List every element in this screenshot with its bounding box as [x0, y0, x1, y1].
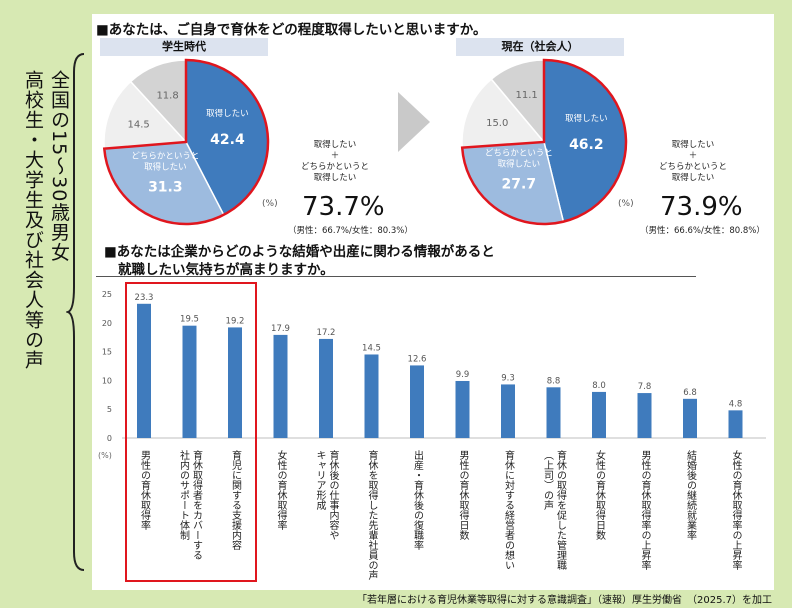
- pie-highlight-outline: [460, 58, 628, 226]
- pie-slice-label: どちらかというと: [485, 148, 553, 158]
- x-category-label: 出産・育休後の復職率: [412, 449, 424, 551]
- pie-slice-value: 42.4: [210, 132, 245, 148]
- y-tick-label: 10: [102, 376, 112, 385]
- pie-slice-label: 取得したい: [565, 113, 608, 124]
- arrow-right-icon: [398, 92, 430, 152]
- bar: [683, 398, 697, 438]
- bar: [364, 354, 379, 438]
- curly-brace: [66, 53, 85, 571]
- highlight-box: [125, 282, 257, 582]
- bar-value-label: 17.2: [317, 328, 336, 338]
- pie-slice-value: 15.0: [486, 118, 508, 129]
- bar-value-label: 8.0: [592, 381, 606, 391]
- bar-value-label: 12.6: [408, 354, 427, 364]
- x-category-label: 男性の育休取得率: [139, 450, 151, 531]
- left-total-percent: 73.7%: [302, 192, 385, 222]
- bar: [228, 327, 242, 438]
- x-category-label: キャリア形成: [314, 450, 326, 511]
- x-category-label: 育休に対する経営者の想い: [503, 449, 515, 570]
- pie-slice-label: 取得したい: [144, 161, 187, 172]
- x-category-label: 育休の取得を促した管理職: [555, 449, 567, 571]
- side-caption: 全国の15～30歳男女 高校生・大学生及び社会人等の声: [10, 70, 82, 590]
- left-gender-breakdown: （男性：66.7%/女性：80.3%）: [288, 226, 413, 236]
- bar-value-label: 9.3: [501, 373, 515, 383]
- pie-slice-value: 46.2: [569, 137, 604, 153]
- pie-slice-value: 27.7: [502, 176, 537, 192]
- pie-slice: [461, 78, 546, 149]
- right-pie-header: 現在（社会人）: [456, 38, 624, 56]
- survey2-title-line2: 就職したい気持ちが高まりますか。: [118, 262, 334, 278]
- side-caption-line2: 高校生・大学生及び社会人等の声: [22, 70, 44, 370]
- x-category-label: 女性の育休取得率: [275, 449, 287, 531]
- pie-highlight-outline: [102, 58, 270, 226]
- side-caption-line1: 全国の15～30歳男女: [48, 70, 70, 263]
- y-tick-label: 15: [102, 348, 112, 357]
- survey1-title: ■あなたは、ご自身で育休をどの程度取得したいと思いますか。: [96, 22, 487, 38]
- x-category-label: （上司）の声: [542, 450, 554, 511]
- x-category-label: 女性の育休取得日数: [594, 449, 606, 541]
- bar-value-label: 14.5: [362, 343, 381, 353]
- pie-slice-label: どちらかというと: [131, 151, 199, 161]
- bar: [182, 325, 197, 438]
- bar-chart: 0 5 10 15 20 25 (%) 23.3 男性の育休取得率 19.5 育休取得者をカバーする…: [98, 290, 766, 581]
- left-pie-header: 学生時代: [100, 38, 268, 56]
- pie-slice-label: 取得したい: [206, 108, 249, 119]
- bar-value-label: 19.2: [226, 316, 245, 326]
- bar-value-label: 8.8: [547, 376, 561, 386]
- bar-value-label: 4.8: [729, 399, 743, 409]
- y-tick-label: 20: [102, 319, 112, 328]
- y-unit-label: (%): [98, 451, 112, 460]
- x-category-label: 社内のサポート体制: [178, 449, 190, 540]
- right-total-percent: 73.9%: [660, 192, 743, 222]
- right-combined-label: 取得したい ＋ どちらかというと 取得したい: [658, 140, 727, 183]
- bar: [319, 338, 333, 438]
- pie-slice-value: 14.5: [128, 119, 150, 130]
- bar-value-label: 17.9: [271, 324, 290, 334]
- bar-value-label: 9.9: [456, 370, 470, 380]
- bar-value-label: 7.8: [638, 382, 652, 392]
- y-tick-label: 5: [107, 405, 112, 414]
- bar-value-label: 6.8: [683, 388, 697, 398]
- y-tick-label: 0: [107, 434, 112, 443]
- left-combined-label: 取得したい ＋ どちらかというと 取得したい: [300, 140, 369, 183]
- bar-value-label: 23.3: [135, 293, 154, 303]
- bar: [273, 334, 288, 438]
- bar: [410, 365, 424, 438]
- pie-slice-label: 取得したい: [498, 158, 541, 169]
- bar: [546, 387, 561, 438]
- x-category-label: 女性の育休取得率の上昇率: [730, 449, 742, 571]
- bar: [137, 303, 151, 438]
- title-underline: [96, 276, 696, 277]
- x-category-label: 育休取得者をカバーする: [191, 449, 203, 560]
- bar: [592, 391, 606, 438]
- source-footer: 「若年層における育児休業等取得に対する意識調査」（速報）厚生労働省 （2025.…: [357, 595, 772, 606]
- x-category-label: 男性の育休取得率の上昇率: [639, 450, 651, 571]
- right-gender-breakdown: （男性：66.6%/女性：80.8%）: [640, 226, 765, 236]
- bar-value-label: 19.5: [180, 315, 199, 325]
- bar: [637, 393, 652, 438]
- bar: [455, 380, 470, 438]
- pie-slice-value: 11.1: [515, 90, 537, 101]
- x-category-label: 男性の育休取得日数: [457, 450, 469, 541]
- left-pct-unit: (%): [262, 199, 278, 209]
- right-pct-unit: (%): [618, 199, 634, 209]
- survey2-title-line1: ■あなたは企業からどのような結婚や出産に関わる情報があると: [104, 244, 495, 260]
- bar: [501, 384, 515, 438]
- x-category-label: 育休後の仕事内容や: [327, 449, 339, 540]
- x-category-label: 結婚後の継続就業率: [685, 449, 697, 541]
- bar: [728, 410, 743, 438]
- y-tick-label: 25: [102, 290, 112, 299]
- pie-slice-value: 31.3: [148, 179, 183, 195]
- x-category-label: 育休を取得した先輩社員の声: [366, 449, 378, 581]
- pie-slice: [103, 80, 188, 150]
- pie-slice-value: 11.8: [156, 91, 178, 102]
- x-category-label: 育児に関する支援内容: [230, 449, 242, 551]
